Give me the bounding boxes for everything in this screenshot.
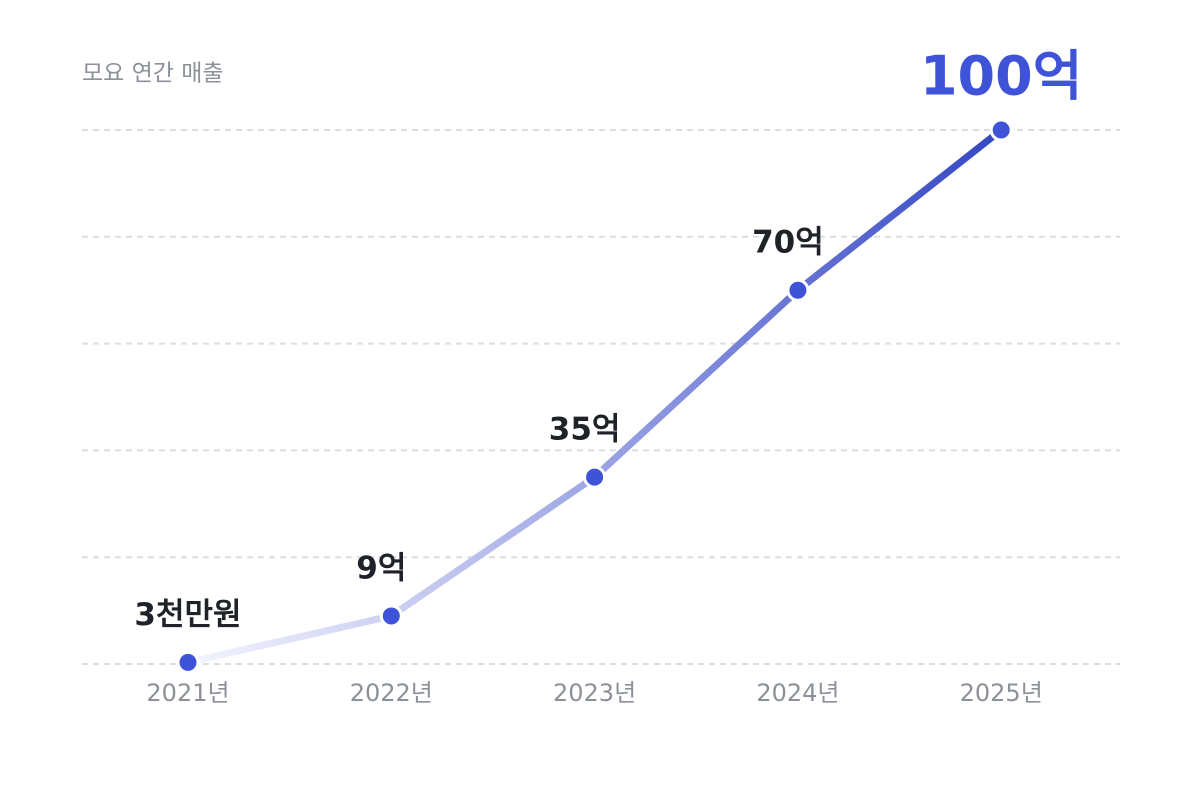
point bbox=[583, 465, 607, 489]
line bbox=[184, 126, 1005, 666]
x-tick-label: 2025년 bbox=[960, 679, 1043, 707]
chart-title: 모요 연간 매출 bbox=[82, 61, 224, 87]
value-label: 3천만원 bbox=[134, 597, 241, 633]
value-label: 100억 bbox=[920, 45, 1082, 108]
x-tick-label: 2022년 bbox=[350, 679, 433, 707]
point bbox=[989, 118, 1013, 142]
value-label: 9억 bbox=[356, 550, 406, 586]
x-tick-label: 2021년 bbox=[146, 679, 229, 707]
x-tick-label: 2023년 bbox=[553, 679, 636, 707]
point bbox=[176, 650, 200, 674]
value-label: 70억 bbox=[752, 225, 824, 261]
x-tick-label: 2024년 bbox=[756, 679, 839, 707]
point bbox=[379, 604, 403, 628]
value-label: 35억 bbox=[549, 412, 621, 448]
point bbox=[786, 278, 810, 302]
